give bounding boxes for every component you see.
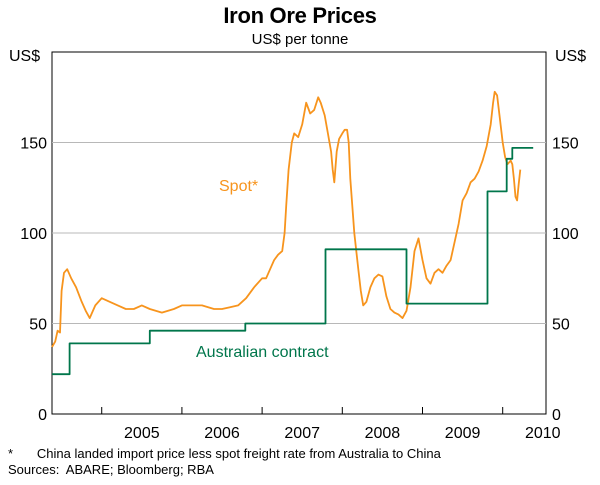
- y-tick-label-right: 100: [552, 226, 579, 243]
- chart-title: Iron Ore Prices: [223, 3, 377, 28]
- footnote-spot-definition: * China landed import price less spot fr…: [8, 446, 441, 461]
- y-tick-label-right: 50: [552, 317, 570, 334]
- series-lines: [51, 90, 534, 376]
- x-tick-label-2007: 2007: [284, 425, 320, 442]
- x-tick-label-2005: 2005: [124, 425, 160, 442]
- y-tick-label-left: 0: [38, 407, 47, 424]
- y-tick-label-left: 150: [20, 136, 47, 153]
- x-tick-label-2008: 2008: [365, 425, 401, 442]
- chart-footnote: * China landed import price less spot fr…: [8, 446, 441, 478]
- axis-tick-labels: 0 0 50 50 100 100 150 150 2005 2006 2007 2008 2009 20…: [20, 136, 579, 443]
- y-tick-label-right: 0: [552, 407, 561, 424]
- x-tick-label-2006: 2006: [204, 425, 240, 442]
- y-tick-label-left: 100: [20, 226, 47, 243]
- spot-price-line: [51, 90, 522, 348]
- axis-ticks: [101, 407, 504, 414]
- australian-contract-line: [52, 146, 534, 376]
- x-tick-label-2010: 2010: [525, 425, 561, 442]
- y-tick-label-left: 50: [29, 317, 47, 334]
- y-axis-unit-right: US$: [555, 48, 587, 65]
- y-tick-label-right: 150: [552, 136, 579, 153]
- x-tick-label-2009: 2009: [445, 425, 481, 442]
- spot-series-label: Spot*: [219, 178, 258, 195]
- gridlines: [52, 142, 546, 324]
- y-axis-unit-left: US$: [9, 48, 41, 65]
- contract-series-label: Australian contract: [196, 344, 329, 361]
- chart-subtitle: US$ per tonne: [251, 31, 349, 48]
- footnote-sources: Sources: ABARE; Bloomberg; RBA: [8, 462, 214, 477]
